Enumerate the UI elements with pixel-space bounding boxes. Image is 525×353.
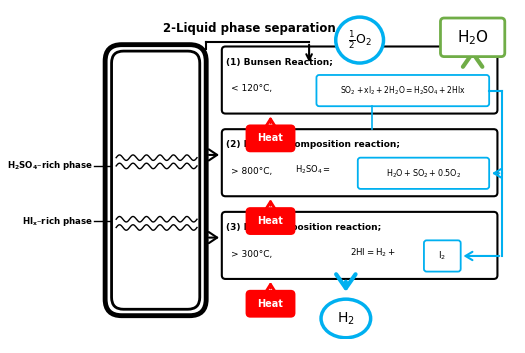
Text: > 300°C,: > 300°C, [231, 250, 272, 259]
Text: $\mathregular{I_2}$: $\mathregular{I_2}$ [438, 250, 446, 262]
Text: $\mathregular{HI_x}$–rich phase: $\mathregular{HI_x}$–rich phase [22, 215, 93, 228]
Text: $\mathregular{H_2O}$: $\mathregular{H_2O}$ [457, 28, 489, 47]
Text: $\mathregular{H_2}$: $\mathregular{H_2}$ [337, 310, 355, 327]
FancyBboxPatch shape [247, 291, 295, 317]
Text: (2) H₂SO₄ decomposition reaction;: (2) H₂SO₄ decomposition reaction; [226, 140, 401, 149]
FancyBboxPatch shape [358, 158, 489, 189]
FancyBboxPatch shape [222, 129, 498, 196]
FancyBboxPatch shape [105, 45, 206, 316]
FancyBboxPatch shape [440, 18, 505, 56]
Ellipse shape [321, 299, 371, 338]
FancyBboxPatch shape [247, 126, 295, 151]
Text: (3) HI decomposition reaction;: (3) HI decomposition reaction; [226, 223, 382, 232]
Text: Heat: Heat [258, 133, 284, 143]
Text: Heat: Heat [258, 216, 284, 226]
Text: $\mathregular{2HI = H_2 +}$: $\mathregular{2HI = H_2 +}$ [351, 246, 396, 259]
FancyBboxPatch shape [424, 240, 461, 271]
Text: $\mathregular{H_2O + SO_2 + 0.5O_2}$: $\mathregular{H_2O + SO_2 + 0.5O_2}$ [386, 167, 461, 180]
Text: $\mathregular{H_2SO_4=}$: $\mathregular{H_2SO_4=}$ [296, 163, 331, 176]
FancyBboxPatch shape [112, 51, 200, 309]
FancyBboxPatch shape [222, 47, 498, 114]
FancyBboxPatch shape [222, 212, 498, 279]
Text: Heat: Heat [258, 299, 284, 309]
Text: $\mathregular{H_2SO_4}$–rich phase: $\mathregular{H_2SO_4}$–rich phase [7, 160, 93, 172]
Text: (1) Bunsen Reaction;: (1) Bunsen Reaction; [226, 58, 333, 66]
Text: $\mathregular{\frac{1}{2}O_2}$: $\mathregular{\frac{1}{2}O_2}$ [348, 29, 372, 51]
FancyBboxPatch shape [247, 208, 295, 234]
Text: < 120°C,: < 120°C, [231, 84, 272, 93]
FancyBboxPatch shape [317, 75, 489, 106]
Text: $\mathregular{SO_2+xI_2+2H_2O = H_2SO_4+2HIx}$: $\mathregular{SO_2+xI_2+2H_2O = H_2SO_4+… [340, 84, 466, 97]
Ellipse shape [336, 17, 384, 63]
Text: > 800°C,: > 800°C, [231, 167, 272, 176]
Text: 2-Liquid phase separation: 2-Liquid phase separation [163, 22, 336, 35]
